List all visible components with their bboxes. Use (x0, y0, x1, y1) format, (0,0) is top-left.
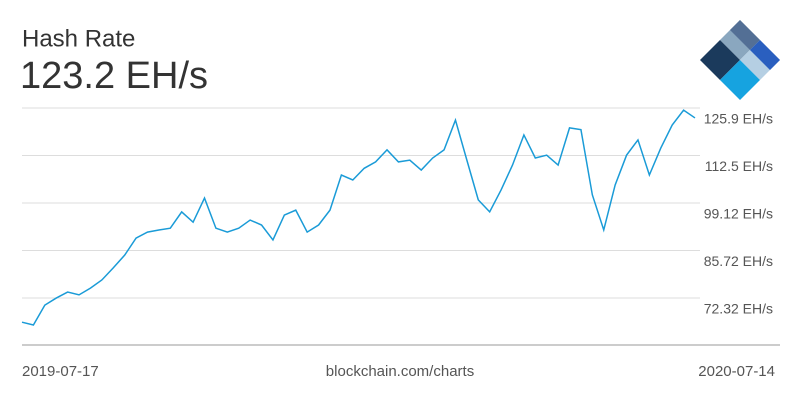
source: blockchain.com/charts (326, 363, 474, 380)
chart-title: Hash Rate (22, 25, 135, 52)
y-tick-label: 112.5 EH/s (705, 158, 773, 174)
y-tick-label: 99.12 EH/s (704, 206, 773, 222)
line (21, 109, 696, 326)
logo (700, 20, 780, 100)
y-tick-label: 85.72 EH/s (704, 253, 773, 269)
y-tick-label: 125.9 EH/s (704, 111, 773, 127)
chart-subtitle: 123.2 EH/s (20, 55, 208, 97)
x-tick-label: 2020-07-14 (698, 363, 775, 380)
y-tick-label: 72.32 EH/s (704, 301, 773, 317)
x-tick-label: 2019-07-17 (22, 363, 99, 380)
